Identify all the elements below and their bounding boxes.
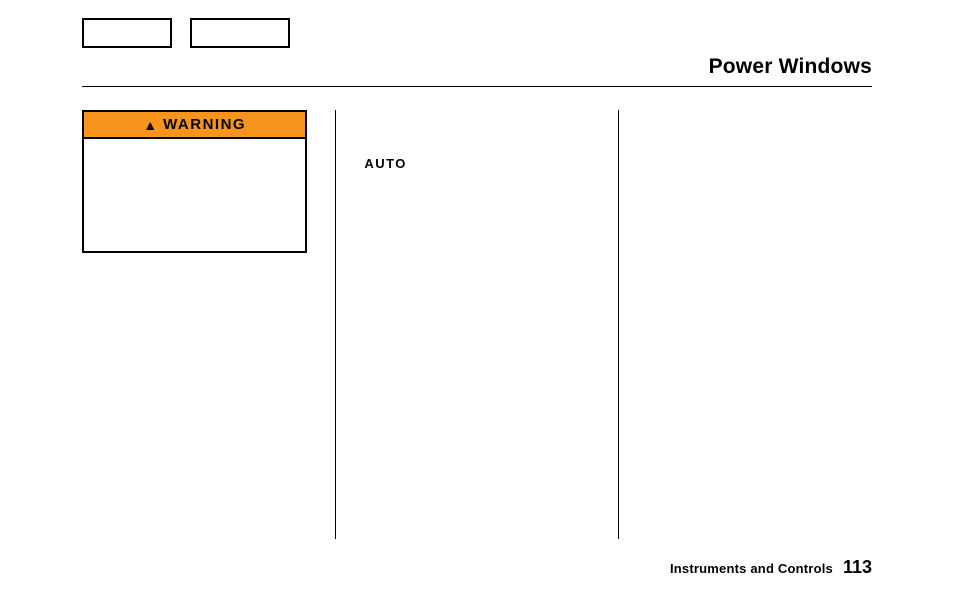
- column-1: ▲ WARNING: [82, 110, 335, 539]
- warning-header: ▲ WARNING: [84, 112, 305, 139]
- warning-body: [84, 139, 305, 251]
- column-2: AUTO: [335, 110, 617, 539]
- column-3: [618, 110, 872, 539]
- top-box-2: [190, 18, 290, 48]
- auto-label: AUTO: [364, 156, 589, 171]
- footer-section-label: Instruments and Controls: [670, 561, 833, 576]
- top-box-row: [82, 18, 290, 48]
- header-divider: [82, 86, 872, 87]
- section-title: Power Windows: [709, 55, 872, 79]
- warning-triangle-icon: ▲: [143, 118, 157, 132]
- page-footer: Instruments and Controls 113: [670, 557, 872, 578]
- warning-box: ▲ WARNING: [82, 110, 307, 253]
- footer-page-number: 113: [843, 557, 872, 578]
- content-columns: ▲ WARNING AUTO: [82, 110, 872, 539]
- top-box-1: [82, 18, 172, 48]
- warning-label: WARNING: [163, 116, 246, 133]
